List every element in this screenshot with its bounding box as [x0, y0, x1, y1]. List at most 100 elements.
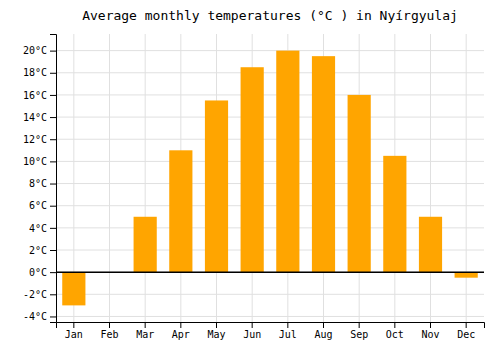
x-tick-mark	[180, 322, 181, 328]
bar	[205, 100, 228, 272]
x-tick-label: Mar	[136, 329, 154, 340]
x-tick-mark	[145, 322, 146, 328]
y-tick-mark	[50, 95, 56, 96]
y-tick-label: 12°C	[23, 134, 47, 145]
bar	[312, 56, 335, 272]
y-tick: 2°C	[29, 245, 56, 256]
y-tick: 10°C	[23, 156, 56, 167]
x-tick-label: Nov	[421, 329, 439, 340]
bar	[348, 95, 371, 272]
grid-line-y	[56, 50, 484, 51]
x-tick-label: Oct	[386, 329, 404, 340]
y-tick-label: 4°C	[29, 223, 47, 234]
y-tick: -2°C	[23, 289, 56, 300]
y-tick-mark	[50, 272, 56, 273]
y-tick: 12°C	[23, 134, 56, 145]
grid-line-y	[56, 94, 484, 95]
y-tick-label: 2°C	[29, 245, 47, 256]
x-axis: Jan Feb Mar Apr May Jun Jul Aug Sep Oct Nov Dec	[57, 322, 485, 340]
y-tick-label: 6°C	[29, 200, 47, 211]
bar	[241, 67, 264, 272]
y-tick-label: 18°C	[23, 67, 47, 78]
zero-line	[56, 271, 484, 273]
y-tick-mark	[50, 184, 56, 185]
y-tick-label: -4°C	[23, 311, 47, 322]
y-tick-mark	[50, 206, 56, 207]
y-tick: 8°C	[29, 178, 56, 189]
x-tick-mark	[216, 322, 217, 328]
grid-line-y	[56, 272, 484, 273]
grid-line-x	[145, 34, 146, 322]
y-tick-mark	[50, 51, 56, 52]
y-tick: 14°C	[23, 112, 56, 123]
x-tick: Aug	[314, 322, 332, 340]
x-tick-mark	[359, 322, 360, 328]
y-tick-label: 0°C	[29, 267, 47, 278]
grid-line-y	[56, 316, 484, 317]
x-tick-mark	[252, 322, 253, 328]
y-tick: 6°C	[29, 200, 56, 211]
y-tick: 4°C	[29, 223, 56, 234]
bar	[62, 272, 85, 305]
x-tick-mark	[394, 322, 395, 328]
y-tick: 0°C	[29, 267, 56, 278]
y-tick: 16°C	[23, 90, 56, 101]
y-tick: 20°C	[23, 45, 56, 56]
bars	[56, 51, 484, 306]
bar	[276, 51, 299, 273]
grid-line-x	[466, 34, 467, 322]
x-axis-line	[57, 323, 485, 329]
x-tick: Jun	[243, 322, 261, 340]
x-tick-mark	[109, 322, 110, 328]
x-tick: Jan	[65, 322, 83, 340]
page: {"chart_data": {"type": "bar", "title": …	[0, 0, 500, 350]
x-tick-mark	[430, 322, 431, 328]
y-tick-label: 16°C	[23, 90, 47, 101]
x-tick-label: Jul	[279, 329, 297, 340]
y-tick-label: 10°C	[23, 156, 47, 167]
bar	[419, 217, 442, 272]
y-tick: 18°C	[23, 67, 56, 78]
x-tick-label: Sep	[350, 329, 368, 340]
x-tick: Sep	[350, 322, 368, 340]
y-axis-line	[50, 35, 57, 323]
grid-line-y	[56, 294, 484, 295]
bar	[134, 217, 157, 272]
x-tick: Dec	[457, 322, 475, 340]
y-tick-label: 20°C	[23, 45, 47, 56]
y-tick-mark	[50, 117, 56, 118]
y-tick-label: 14°C	[23, 112, 47, 123]
grid-line-y	[56, 205, 484, 206]
x-tick-mark	[466, 322, 467, 328]
grid-line-y	[56, 139, 484, 140]
x-tick-label: May	[207, 329, 225, 340]
y-tick-mark	[50, 161, 56, 162]
y-tick-mark	[50, 73, 56, 74]
y-tick-label: 8°C	[29, 178, 47, 189]
y-tick-label: -2°C	[23, 289, 47, 300]
y-tick-mark	[50, 294, 56, 295]
x-tick: Mar	[136, 322, 154, 340]
grid	[56, 34, 484, 322]
x-tick: Oct	[386, 322, 404, 340]
chart: -4°C -2°C 0°C 2°C 4°C 6°C 8°C 10°C 12°C 14°C 16°C 1…	[0, 0, 500, 350]
x-tick-mark	[323, 322, 324, 328]
grid-line-x	[109, 34, 110, 322]
grid-line-y	[56, 72, 484, 73]
bar	[383, 156, 406, 272]
y-tick-mark	[50, 250, 56, 251]
bar	[455, 272, 478, 278]
x-tick-label: Dec	[457, 329, 475, 340]
grid-line-x	[430, 34, 431, 322]
x-tick-mark	[287, 322, 288, 328]
x-tick: Jul	[279, 322, 297, 340]
plot-area: -4°C -2°C 0°C 2°C 4°C 6°C 8°C 10°C 12°C 14°C 16°C 1…	[23, 34, 485, 340]
grid-line-y	[56, 117, 484, 118]
x-tick: Nov	[421, 322, 439, 340]
x-tick-label: Feb	[100, 329, 118, 340]
x-tick: Apr	[172, 322, 190, 340]
x-tick-label: Apr	[172, 329, 190, 340]
y-axis: -4°C -2°C 0°C 2°C 4°C 6°C 8°C 10°C 12°C 14°C 16°C 1…	[23, 35, 57, 323]
x-tick-label: Jun	[243, 329, 261, 340]
y-tick-mark	[50, 316, 56, 317]
